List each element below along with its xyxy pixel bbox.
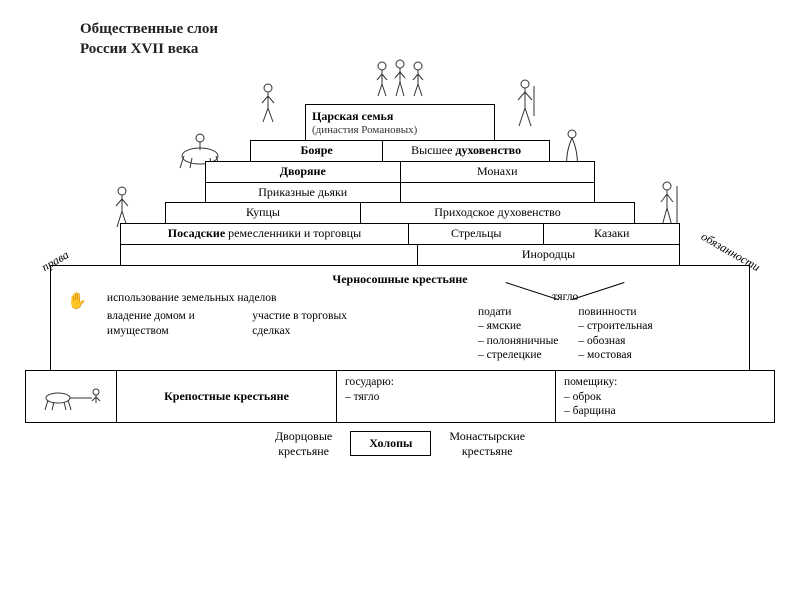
cell-blank-2: [121, 245, 417, 265]
tier-tsar-main: Царская семья: [312, 109, 488, 124]
tsar-figures-icon: [370, 58, 430, 102]
kholopy-box: Холопы: [350, 431, 431, 456]
duty-serv-2: – обозная: [578, 334, 652, 348]
duty-serv-3: – мостовая: [578, 348, 652, 362]
palace-peasants: Дворцовыекрестьяне: [275, 429, 332, 458]
black-peasants-title: Черносошные крестьяне: [61, 272, 739, 287]
tier-kholopy: Дворцовыекрестьяне Холопы Монастырскиекр…: [150, 429, 650, 458]
palm-icon: ✋: [67, 293, 87, 310]
cell-high-clergy: Высшее Высшее духовенстводуховенство: [382, 141, 549, 161]
cell-nobles: Дворяне: [206, 162, 400, 182]
cell-boyars: Бояре: [251, 141, 382, 161]
right-trade: участие в торговых сделках: [252, 309, 381, 338]
cell-cossacks: Казаки: [543, 224, 679, 244]
cell-inorodtsy: Инородцы: [417, 245, 679, 265]
duty-serv-1: – строительная: [578, 319, 652, 333]
plow-icon: [26, 371, 116, 422]
cell-posad: Посадские ремесленники и торговцы Посадс…: [121, 224, 408, 244]
social-pyramid: Царская семья (династия Романовых) Бояре…: [25, 105, 775, 458]
tier-merchants-parish: Купцы Приходское духовенство: [165, 202, 635, 224]
tier-tsar: Царская семья (династия Романовых): [305, 104, 495, 141]
tier-inorodtsy: Инородцы: [120, 244, 680, 266]
diagram-title: Общественные слои России XVII века: [80, 20, 218, 59]
duty-tax-3: – стрелецкие: [478, 348, 558, 362]
tier-serfs: Крепостные крестьяне государю: – тягло п…: [25, 370, 775, 423]
cell-monks: Монахи: [400, 162, 595, 182]
title-line-2: России XVII века: [80, 41, 198, 57]
duty-tax-1: – ямские: [478, 319, 558, 333]
label-duties: обязанности: [699, 229, 763, 275]
tier-boyars-clergy: Бояре Высшее Высшее духовенстводуховенст…: [250, 140, 550, 162]
right-land: использование земельных наделов: [107, 291, 382, 305]
tier-black-peasants: права обязанности Черносошные крестьяне …: [50, 265, 750, 372]
duty-tax-2: – полоняничные: [478, 334, 558, 348]
tier-townspeople: Посадские ремесленники и торговцы Посадс…: [120, 223, 680, 245]
cell-blank-1: [400, 183, 595, 203]
title-line-1: Общественные слои: [80, 21, 218, 37]
cell-clerks: Приказные дьяки: [206, 183, 400, 203]
cell-parish-clergy: Приходское духовенство: [360, 203, 634, 223]
label-rights: права: [39, 247, 72, 275]
serfs-to-tsar: государю: – тягло: [336, 371, 555, 422]
serfs-to-landlord: помещику: – оброк – барщина: [555, 371, 774, 422]
tier-nobles-monks: Дворяне Монахи: [205, 161, 595, 183]
duty-serv-hdr: повинности: [578, 305, 652, 319]
cell-merchants: Купцы: [166, 203, 360, 223]
monastery-peasants: Монастырскиекрестьяне: [449, 429, 525, 458]
duty-root: тягло: [392, 291, 739, 303]
tier-clerks: Приказные дьяки: [205, 182, 595, 204]
right-property: владение домом и имуществом: [107, 309, 236, 338]
tier-tsar-sub: (династия Романовых): [312, 124, 488, 136]
duty-taxes-hdr: подати: [478, 305, 558, 319]
cell-streltsy: Стрельцы: [408, 224, 544, 244]
serfs-label: Крепостные крестьяне: [116, 371, 336, 422]
